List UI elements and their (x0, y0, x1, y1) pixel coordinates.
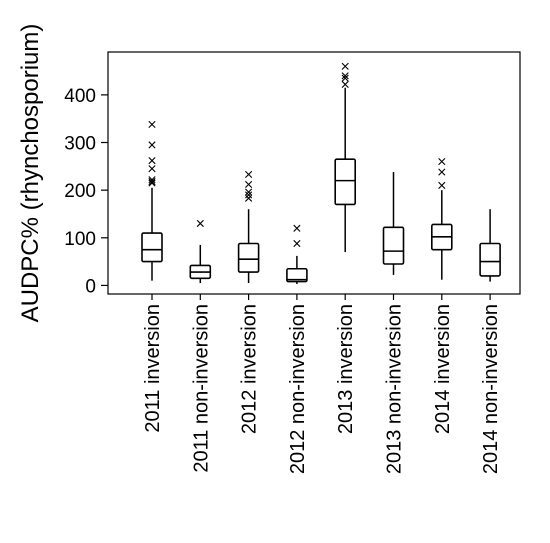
y-tick-label: 0 (85, 276, 96, 297)
outlier-point (148, 165, 156, 173)
box-5 (334, 62, 357, 253)
outlier-point (148, 177, 156, 186)
y-axis: 0 100 200 300 400 (64, 86, 108, 297)
y-tick-label: 400 (64, 86, 96, 107)
box-7 (430, 157, 453, 280)
plot-frame (107, 51, 521, 295)
box-8 (479, 209, 501, 282)
outlier-point (245, 194, 253, 202)
x-tick-label: 2013 inversion (335, 304, 357, 434)
outlier-point (245, 191, 253, 199)
outlier-point (148, 176, 156, 184)
box-3 (237, 170, 260, 284)
x-tick-label: 2012 non-inversion (287, 304, 309, 474)
outlier-point (148, 120, 156, 128)
box-2 (189, 219, 212, 284)
outlier-point (148, 179, 156, 187)
y-tick-label: 100 (64, 229, 96, 250)
x-tick-label: 2011 inversion (142, 304, 164, 433)
outlier-point (293, 224, 301, 232)
outlier-point (341, 62, 349, 70)
outlier-point (245, 170, 253, 179)
iqr-box (479, 242, 501, 277)
outlier-point (438, 181, 446, 189)
x-axis-labels: 2011 inversion 2011 non-inversion 2012 inv… (142, 294, 502, 474)
box-series (141, 62, 501, 284)
x-tick-label: 2014 non-inversion (480, 304, 502, 474)
box-6 (382, 172, 405, 275)
outlier-point (293, 239, 301, 248)
outlier-point (341, 72, 349, 80)
outlier-point (148, 141, 156, 149)
outlier-point (438, 157, 446, 166)
box-1 (141, 120, 163, 281)
iqr-box (141, 232, 163, 263)
outlier-point (196, 219, 204, 228)
outlier-point (245, 180, 253, 189)
outlier-point (341, 80, 349, 88)
iqr-box (334, 158, 357, 206)
x-tick-label: 2013 non-inversion (384, 304, 406, 474)
outlier-point (438, 168, 446, 176)
x-tick-label: 2012 inversion (239, 304, 261, 434)
x-tick-label: 2011 non-inversion (190, 304, 212, 473)
iqr-box (286, 267, 308, 283)
y-tick-label: 200 (64, 181, 96, 202)
outlier-point (341, 74, 349, 82)
iqr-box (237, 242, 260, 273)
y-axis-label: AUDPC% (rhynchosporium) (17, 24, 44, 323)
iqr-box (382, 226, 405, 265)
outlier-point (245, 188, 253, 196)
x-tick-label: 2014 inversion (432, 304, 454, 434)
outlier-point (148, 157, 156, 165)
y-tick-label: 300 (64, 134, 96, 155)
box-4 (286, 224, 308, 284)
